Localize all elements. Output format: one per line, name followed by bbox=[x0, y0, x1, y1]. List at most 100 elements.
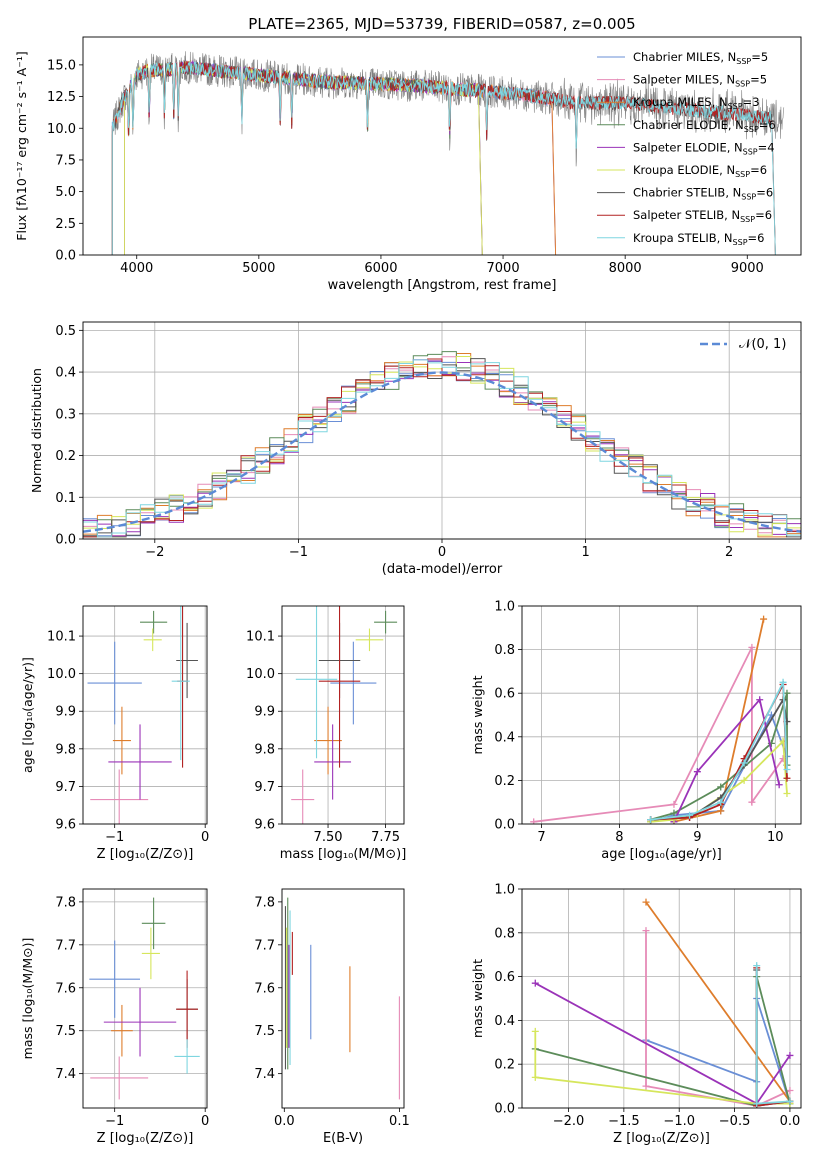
legend-entry: Chabrier MILES, NSSP=5 bbox=[633, 50, 768, 66]
x-tick-label: 7.75 bbox=[371, 830, 400, 845]
x-tick-label: 5000 bbox=[242, 261, 275, 276]
y-tick-label: 7.4 bbox=[254, 1067, 275, 1082]
x-tick-label: 10 bbox=[767, 830, 784, 845]
x-tick-label: 1 bbox=[581, 545, 589, 560]
y-tick-label: 10.0 bbox=[246, 667, 275, 682]
weight_vs_age-plot-area bbox=[530, 616, 790, 826]
y-axis-label: Flux [fλ10⁻¹⁷ erg cm⁻² s⁻¹ A⁻¹] bbox=[14, 51, 29, 240]
residuals-legend: 𝒩(0, 1) bbox=[700, 337, 786, 352]
model-spectrum-kroupa-stelib bbox=[112, 61, 775, 255]
series-marker bbox=[532, 1028, 539, 1035]
data-point-kroupa-stelib bbox=[174, 1039, 199, 1073]
data-point-salpeter-miles bbox=[291, 770, 314, 830]
data-point-chabrier-miles bbox=[330, 642, 376, 725]
y-tick-label: 0.6 bbox=[494, 687, 515, 702]
x-tick-label: −1 bbox=[105, 830, 124, 845]
y-tick-label: 0.1 bbox=[55, 491, 76, 506]
y-tick-label: 10.1 bbox=[246, 630, 275, 645]
data-point-salpeter-elodie bbox=[108, 724, 171, 799]
legend-entry: Salpeter ELODIE, NSSP=4 bbox=[633, 140, 775, 156]
x-axis-label: E(B-V) bbox=[323, 1131, 363, 1146]
spectrum-legend: Chabrier MILES, NSSP=5 Salpeter MILES, NS… bbox=[597, 50, 776, 247]
series-kroupa-elodie bbox=[532, 1028, 794, 1107]
y-tick-label: 9.7 bbox=[55, 780, 76, 795]
mass_vs_z-frame bbox=[83, 889, 207, 1108]
y-tick-label: 0.4 bbox=[494, 730, 515, 745]
x-tick-label: 9000 bbox=[731, 261, 764, 276]
y-tick-label: 7.5 bbox=[55, 153, 76, 168]
age_vs_z-plot-area bbox=[88, 595, 198, 830]
mass_vs_ebv-frame bbox=[282, 889, 404, 1108]
y-tick-label: 7.6 bbox=[55, 981, 76, 996]
x-tick-label: 7.50 bbox=[314, 830, 343, 845]
y-tick-label: 0.5 bbox=[55, 324, 76, 339]
y-tick-label: 9.7 bbox=[254, 780, 275, 795]
series-marker bbox=[532, 1074, 539, 1081]
y-tick-label: 0.0 bbox=[55, 249, 76, 264]
y-tick-label: 0.8 bbox=[494, 926, 515, 941]
legend-entry: Kroupa ELODIE, NSSP=6 bbox=[633, 163, 767, 179]
series-line bbox=[535, 983, 790, 1103]
x-tick-label: −1 bbox=[105, 1114, 124, 1129]
weight_vs_z-axes: −2.0 −1.5 −1.0 −0.5 0.00.00.20.40.60.81.0Z [… bbox=[470, 883, 801, 1147]
figure-canvas: 4000 5000 6000 7000 8000 90000.02.55.07.510.0… bbox=[0, 0, 819, 1170]
data-point-kroupa-stelib bbox=[296, 600, 337, 758]
y-tick-label: 7.5 bbox=[55, 1024, 76, 1039]
y-tick-label: 1.0 bbox=[494, 883, 515, 898]
y-tick-label: 10.0 bbox=[47, 122, 76, 137]
y-tick-label: 0.0 bbox=[55, 533, 76, 548]
y-tick-label: 9.9 bbox=[55, 705, 76, 720]
series-chabrier-miles bbox=[647, 712, 790, 826]
y-tick-label: 7.6 bbox=[254, 981, 275, 996]
age_vs_z-frame bbox=[83, 606, 207, 824]
y-tick-label: 0.2 bbox=[494, 774, 515, 789]
y-tick-label: 0.2 bbox=[494, 1058, 515, 1073]
y-tick-label: 5.0 bbox=[55, 185, 76, 200]
y-tick-label: 0.4 bbox=[55, 366, 76, 381]
x-tick-label: 8 bbox=[615, 830, 623, 845]
series-marker bbox=[643, 1083, 650, 1090]
legend-entry: Salpeter STELIB, NSSP=6 bbox=[633, 208, 772, 224]
legend-entry: 𝒩(0, 1) bbox=[739, 337, 786, 352]
y-tick-label: 9.6 bbox=[254, 818, 275, 833]
series-marker bbox=[760, 616, 767, 623]
y-tick-label: 0.4 bbox=[494, 1014, 515, 1029]
x-axis-label: Z [log₁₀(Z/Z⊙)] bbox=[97, 1131, 194, 1146]
data-point-kroupa-elodie bbox=[356, 629, 384, 652]
x-tick-label: 0.0 bbox=[274, 1114, 295, 1129]
y-tick-label: 0.0 bbox=[494, 818, 515, 833]
legend-entry: Chabrier STELIB, NSSP=6 bbox=[633, 186, 773, 202]
series-salpeter-miles bbox=[530, 644, 786, 825]
series-line bbox=[646, 902, 790, 1101]
series-marker bbox=[670, 801, 677, 808]
age_vs_mass-plot-area bbox=[291, 595, 397, 830]
data-point-salpeter-miles bbox=[90, 1056, 148, 1099]
y-axis-label: mass [log₁₀(M/M⊙)] bbox=[20, 938, 35, 1060]
x-tick-label: −1 bbox=[289, 545, 308, 560]
y-tick-label: 7.4 bbox=[55, 1067, 76, 1082]
series-marker bbox=[717, 807, 724, 814]
legend-entry: Kroupa MILES, NSSP=3 bbox=[633, 95, 760, 111]
x-tick-label: −1.5 bbox=[608, 1114, 640, 1129]
y-tick-label: 9.8 bbox=[254, 742, 275, 757]
y-tick-label: 10.0 bbox=[47, 667, 76, 682]
x-tick-label: 7 bbox=[537, 830, 545, 845]
mass_vs_ebv-plot-area bbox=[285, 898, 399, 1100]
legend-entry: Kroupa STELIB, NSSP=6 bbox=[633, 231, 765, 247]
data-point-chabrier-elodie bbox=[142, 898, 166, 950]
x-tick-label: 0.1 bbox=[389, 1114, 410, 1129]
data-point-kroupa-elodie bbox=[144, 629, 162, 652]
data-point-salpeter-stelib bbox=[176, 971, 198, 1048]
series-marker bbox=[532, 980, 539, 987]
weight_vs_z-plot-area bbox=[532, 899, 794, 1110]
legend-entry: Salpeter MILES, NSSP=5 bbox=[633, 73, 767, 89]
x-tick-label: 0 bbox=[201, 830, 209, 845]
x-axis-label: (data-model)/error bbox=[382, 562, 503, 577]
y-tick-label: 0.6 bbox=[494, 970, 515, 985]
x-tick-label: 0 bbox=[438, 545, 446, 560]
x-axis-label: mass [log₁₀(M/M⊙)] bbox=[280, 847, 407, 862]
y-tick-label: 9.8 bbox=[55, 742, 76, 757]
series-line bbox=[535, 977, 790, 1106]
y-axis-label: mass weight bbox=[470, 675, 485, 754]
series-kroupa-stelib bbox=[647, 679, 790, 823]
